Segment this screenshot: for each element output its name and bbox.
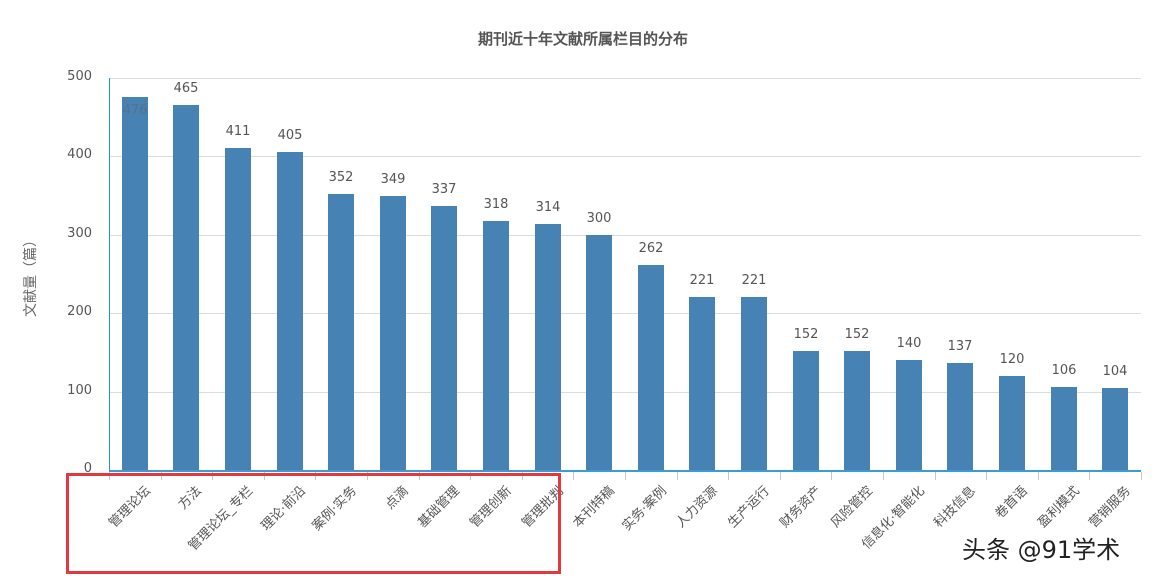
chart-title: 期刊近十年文献所属栏目的分布: [477, 30, 688, 48]
bar: [844, 351, 870, 470]
x-tick-mark: [470, 472, 471, 480]
bar: [431, 206, 457, 470]
x-axis-line: [109, 470, 1141, 472]
x-tick-label: 盈利模式: [1035, 483, 1083, 531]
gridline: [109, 78, 1141, 79]
x-tick-mark: [935, 472, 936, 480]
bar: [535, 224, 561, 470]
bar: [638, 265, 664, 470]
x-tick-mark: [212, 472, 213, 480]
x-tick-mark: [1089, 472, 1090, 480]
x-tick-label: 人力资源: [673, 483, 721, 531]
bar: [328, 194, 354, 470]
x-tick-mark: [161, 472, 162, 480]
bar: [277, 152, 303, 470]
bar-value-label: 465: [173, 81, 199, 96]
y-tick-label: 500: [67, 69, 92, 84]
x-tick-label: 生产运行: [725, 483, 773, 531]
bar: [1102, 388, 1128, 470]
x-tick-label: 营销服务: [1086, 483, 1134, 531]
x-tick-label: 卷首语: [992, 483, 1031, 522]
bar: [741, 297, 767, 470]
bar-value-label: 120: [999, 352, 1025, 367]
bar: [483, 221, 509, 470]
bar-value-label: 476: [122, 103, 148, 118]
bar-value-label: 411: [225, 124, 251, 139]
x-tick-mark: [419, 472, 420, 480]
x-tick-label: 财务资产: [777, 483, 825, 531]
bar: [896, 360, 922, 470]
highlight-box: [66, 473, 561, 574]
bar-value-label: 314: [535, 200, 561, 215]
x-tick-mark: [522, 472, 523, 480]
y-tick-label: 0: [83, 461, 92, 476]
x-tick-mark: [367, 472, 368, 480]
y-axis-line: [109, 78, 110, 470]
x-tick-mark: [264, 472, 265, 480]
x-tick-mark: [831, 472, 832, 480]
bar-value-label: 137: [947, 339, 973, 354]
x-tick-label: 科技信息: [931, 483, 979, 531]
x-tick-label: 实务·案例: [619, 483, 670, 534]
x-tick-label: 风险管控: [828, 483, 876, 531]
x-tick-mark: [986, 472, 987, 480]
bar-value-label: 140: [896, 336, 922, 351]
x-tick-mark: [1038, 472, 1039, 480]
y-axis-label: 文献量（篇）: [23, 233, 39, 317]
bar-value-label: 221: [689, 273, 715, 288]
bar-value-label: 349: [380, 172, 406, 187]
bar: [380, 196, 406, 470]
bar-value-label: 106: [1051, 363, 1077, 378]
x-tick-mark: [109, 472, 110, 480]
y-tick-label: 400: [67, 147, 92, 162]
y-tick-label: 200: [67, 304, 92, 319]
bar-value-label: 318: [483, 197, 509, 212]
y-tick-label: 300: [67, 226, 92, 241]
y-tick-label: 100: [67, 383, 92, 398]
x-tick-mark: [625, 472, 626, 480]
bar-value-label: 300: [586, 211, 612, 226]
watermark: 头条 @91学术: [962, 536, 1121, 564]
bar-value-label: 352: [328, 170, 354, 185]
bar: [586, 235, 612, 470]
bar-value-label: 405: [277, 128, 303, 143]
x-tick-mark: [677, 472, 678, 480]
bar-value-label: 221: [741, 273, 767, 288]
gridline: [109, 156, 1141, 157]
bar-value-label: 262: [638, 241, 664, 256]
bar: [225, 148, 251, 470]
bar-value-label: 337: [431, 182, 457, 197]
gridline: [109, 235, 1141, 236]
bar: [1051, 387, 1077, 470]
bar-value-label: 152: [793, 327, 819, 342]
x-tick-mark: [780, 472, 781, 480]
bar-value-label: 152: [844, 327, 870, 342]
bar: [689, 297, 715, 470]
bar: [122, 97, 148, 470]
bar: [793, 351, 819, 470]
bar: [173, 105, 199, 470]
x-tick-mark: [1141, 472, 1142, 480]
bar: [999, 376, 1025, 470]
bar: [947, 363, 973, 470]
x-tick-mark: [883, 472, 884, 480]
x-tick-mark: [728, 472, 729, 480]
x-tick-mark: [573, 472, 574, 480]
bar-value-label: 104: [1102, 364, 1128, 379]
x-tick-label: 本刊特稿: [570, 483, 618, 531]
gridline: [109, 313, 1141, 314]
x-tick-mark: [315, 472, 316, 480]
gridline: [109, 392, 1141, 393]
